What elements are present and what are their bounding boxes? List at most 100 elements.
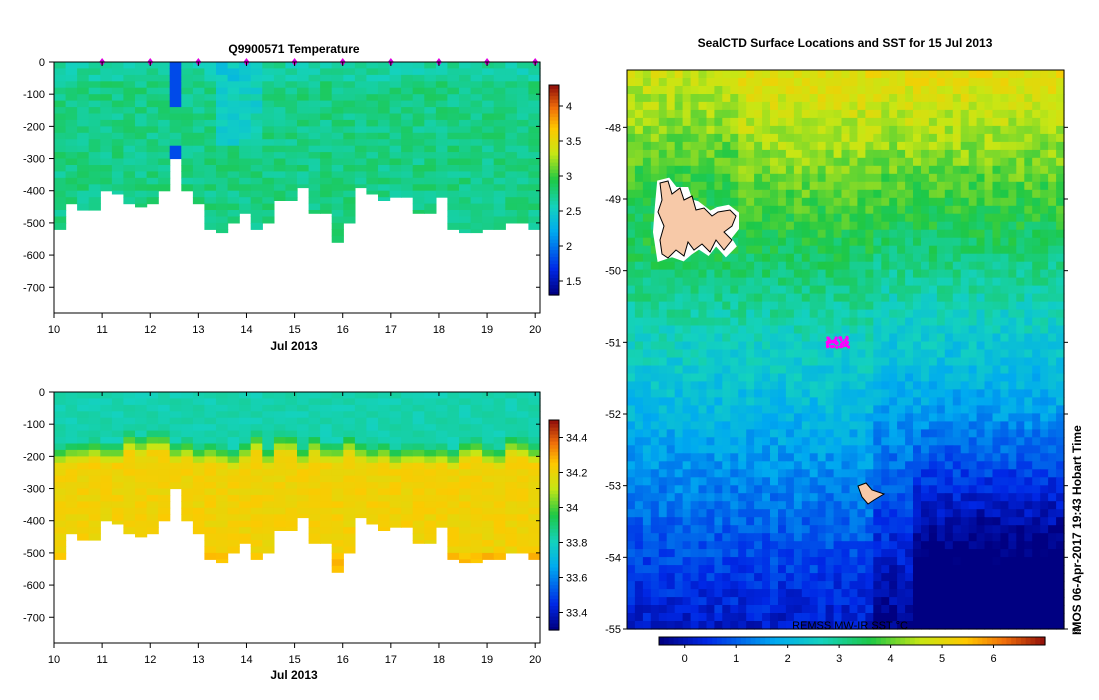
colorbar-swatch	[549, 507, 559, 512]
sst-cell	[1032, 269, 1041, 279]
section-cell	[65, 462, 78, 470]
section-cell	[528, 488, 541, 496]
section-cell	[77, 462, 90, 470]
section-cell	[389, 145, 402, 153]
section-cell	[320, 62, 333, 69]
sst-cell	[690, 117, 700, 127]
section-cell	[493, 74, 506, 82]
sst-cell	[984, 205, 993, 215]
sst-cell	[881, 421, 890, 430]
section-cell	[320, 392, 333, 399]
section-cell	[308, 119, 321, 127]
sst-cell	[634, 70, 644, 79]
sst-cell	[1000, 277, 1009, 287]
sst-cell	[809, 237, 819, 247]
sst-cell	[627, 205, 636, 215]
section-cell	[239, 100, 252, 108]
section-cell	[308, 145, 321, 153]
section-cell	[204, 501, 217, 509]
sst-cell	[865, 445, 874, 454]
section-cell	[65, 152, 78, 160]
sst-cell	[738, 245, 747, 255]
sst-cell	[905, 94, 914, 103]
section-cell	[389, 94, 402, 102]
sst-cell	[674, 149, 684, 159]
sst-cell	[690, 365, 700, 375]
sst-cell	[952, 389, 962, 398]
section-cell	[146, 417, 159, 425]
sst-cell	[682, 125, 692, 135]
section-cell	[227, 87, 240, 95]
section-cell	[412, 482, 425, 490]
sst-cell	[921, 445, 930, 454]
sst-cell	[801, 421, 811, 430]
y-tick-label: 0	[39, 387, 45, 399]
sst-cell	[913, 429, 922, 438]
sst-cell	[857, 461, 866, 470]
section-cell	[424, 417, 437, 425]
section-cell	[54, 165, 67, 172]
section-cell	[447, 552, 460, 560]
sst-cell	[976, 189, 986, 199]
section-cell	[493, 411, 506, 419]
section-cell	[389, 100, 402, 108]
sst-cell	[650, 149, 660, 159]
sst-cell	[650, 94, 660, 103]
sst-cell	[1056, 149, 1065, 159]
section-cell	[470, 190, 483, 198]
sst-cell	[714, 261, 723, 271]
sst-cell	[714, 197, 723, 207]
sst-cell	[627, 453, 636, 462]
sst-cell	[976, 149, 986, 159]
sst-cell	[746, 365, 755, 375]
sst-cell	[785, 149, 795, 159]
section-cell	[401, 514, 414, 522]
section-cell	[389, 152, 402, 160]
section-cell	[493, 210, 506, 217]
sst-cell	[1048, 101, 1057, 111]
section-cell	[135, 203, 148, 208]
colorbar-swatch	[549, 434, 559, 439]
section-cell	[331, 113, 344, 121]
section-cell	[331, 190, 344, 198]
sst-cell	[666, 261, 676, 271]
section-cell	[528, 520, 541, 528]
sst-cell	[849, 325, 858, 335]
sst-cell	[690, 165, 700, 175]
sst-cell	[1032, 309, 1041, 319]
sst-cell	[682, 445, 692, 454]
sst-cell	[952, 94, 962, 103]
sst-cell	[921, 261, 930, 271]
section-cell	[123, 527, 136, 535]
sst-cell	[730, 133, 739, 143]
sst-cell	[913, 309, 922, 319]
sst-cell	[1024, 341, 1033, 351]
salinity-cells	[54, 392, 541, 573]
section-cell	[354, 158, 368, 166]
sst-cell	[1056, 309, 1065, 319]
sst-cell	[984, 94, 993, 103]
section-cell	[88, 81, 101, 89]
section-cell	[401, 507, 414, 515]
section-cell	[88, 94, 101, 102]
section-cell	[528, 475, 541, 483]
sst-cell	[817, 301, 827, 311]
sst-cell	[674, 141, 684, 151]
sst-cell	[778, 205, 787, 215]
sst-cell	[817, 461, 827, 470]
sst-cell	[817, 213, 827, 223]
section-cell	[482, 203, 495, 211]
section-cell	[389, 177, 402, 185]
sst-cell	[976, 213, 986, 223]
sst-cell	[650, 141, 660, 151]
sst-cell	[650, 365, 660, 375]
sst-cell	[913, 70, 922, 79]
sst-cell	[817, 333, 827, 343]
sst-cell	[825, 109, 835, 119]
section-cell	[216, 145, 229, 153]
sst-cell	[913, 421, 922, 430]
section-cell	[447, 417, 460, 425]
section-cell	[54, 94, 67, 102]
sst-cell	[666, 101, 676, 111]
sst-cell	[801, 141, 811, 151]
